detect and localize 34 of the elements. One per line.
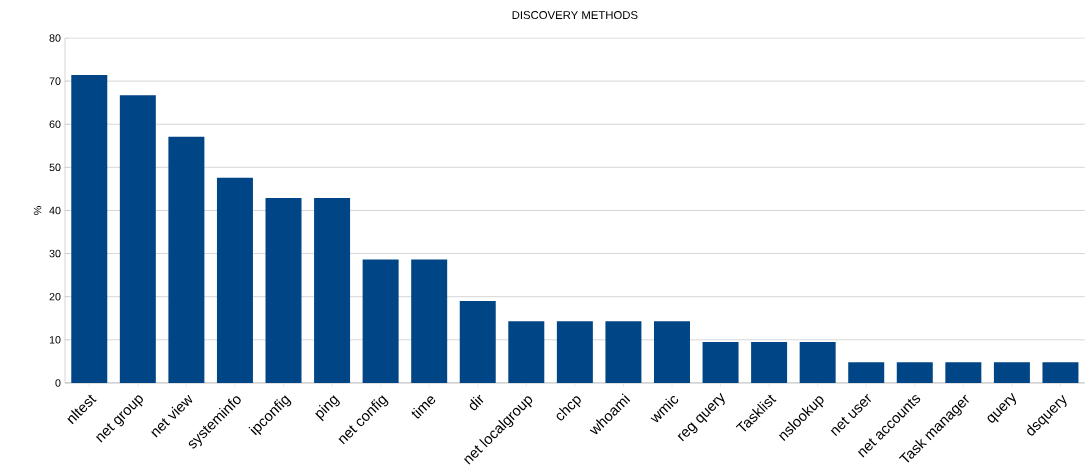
bar (896, 362, 933, 384)
bar (362, 259, 399, 384)
y-tick-label: 20 (49, 293, 61, 301)
bar (848, 362, 885, 384)
bar (265, 198, 302, 384)
bar (216, 177, 253, 384)
bar (71, 75, 108, 384)
bar (459, 301, 496, 384)
bar (751, 342, 788, 384)
y-tick-label: 60 (49, 120, 61, 129)
y-tick-label: 40 (49, 206, 61, 215)
bar (1042, 362, 1079, 384)
y-tick-label: 70 (49, 77, 61, 85)
x-tick-label: net user (830, 394, 872, 437)
x-tick-label: time (411, 396, 436, 419)
bar (556, 321, 593, 384)
y-tick-label: 30 (49, 249, 61, 258)
y-tick-label: 0 (55, 379, 61, 387)
bar (605, 321, 642, 384)
y-tick-label: 50 (49, 163, 61, 172)
y-axis-title: % (33, 206, 42, 215)
bar (653, 321, 690, 384)
y-tick-label: 80 (49, 34, 61, 42)
bar (945, 362, 982, 384)
bar (168, 136, 205, 384)
chart-title: DISCOVERY METHODS (512, 11, 638, 20)
bar (993, 362, 1030, 384)
bar (702, 342, 739, 384)
bar (411, 259, 448, 384)
bar (508, 321, 545, 384)
y-tick-label: 10 (49, 336, 61, 344)
bar (314, 198, 351, 384)
bar (119, 95, 156, 384)
bar (799, 342, 836, 384)
